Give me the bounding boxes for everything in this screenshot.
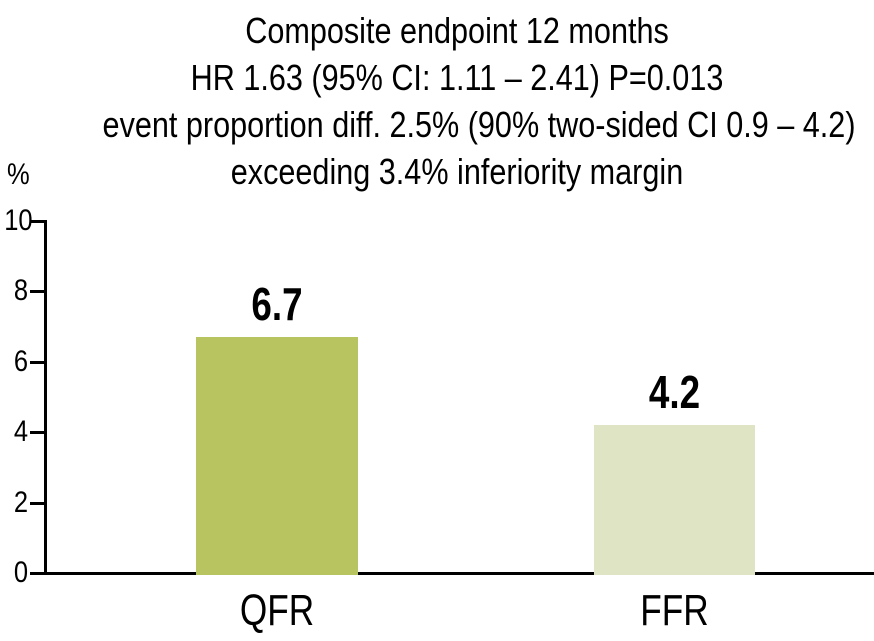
y-axis-tick-label: 8	[13, 274, 28, 307]
bar-group-ffr: 4.2 FFR	[594, 0, 755, 641]
y-axis-tick	[30, 502, 46, 505]
y-axis-tick	[30, 361, 46, 364]
y-axis-tick	[30, 290, 46, 293]
y-axis-unit-label: %	[7, 158, 30, 191]
y-axis-tick-label: 6	[13, 345, 28, 378]
chart-title: Composite endpoint 12 months HR 1.63 (95…	[102, 7, 856, 195]
x-axis-label-ffr: FFR	[640, 586, 709, 635]
title-line-4: exceeding 3.4% inferiority margin	[230, 151, 684, 192]
bar-ffr	[594, 425, 755, 575]
y-axis-tick-label: 0	[13, 556, 28, 589]
y-axis-tick	[30, 431, 46, 434]
title-line-2: HR 1.63 (95% CI: 1.11 – 2.41) P=0.013	[190, 57, 724, 98]
y-axis-tick	[30, 572, 46, 575]
bar-value-label-ffr: 4.2	[648, 366, 701, 418]
bar-value-label-qfr: 6.7	[251, 278, 303, 330]
y-axis-tick	[30, 220, 46, 223]
bar-group-qfr: 6.7 QFR	[196, 0, 358, 641]
y-axis-line	[44, 220, 47, 575]
x-axis-line	[44, 572, 874, 575]
y-axis-tick-label: 4	[13, 415, 28, 448]
bar-qfr	[196, 337, 358, 575]
title-line-3: event proportion diff. 2.5% (90% two-sid…	[102, 104, 856, 145]
title-line-1: Composite endpoint 12 months	[245, 10, 669, 51]
y-axis-tick-label: 10	[4, 204, 33, 237]
x-axis-label-qfr: QFR	[239, 586, 315, 635]
y-axis-tick-label: 2	[13, 486, 28, 519]
